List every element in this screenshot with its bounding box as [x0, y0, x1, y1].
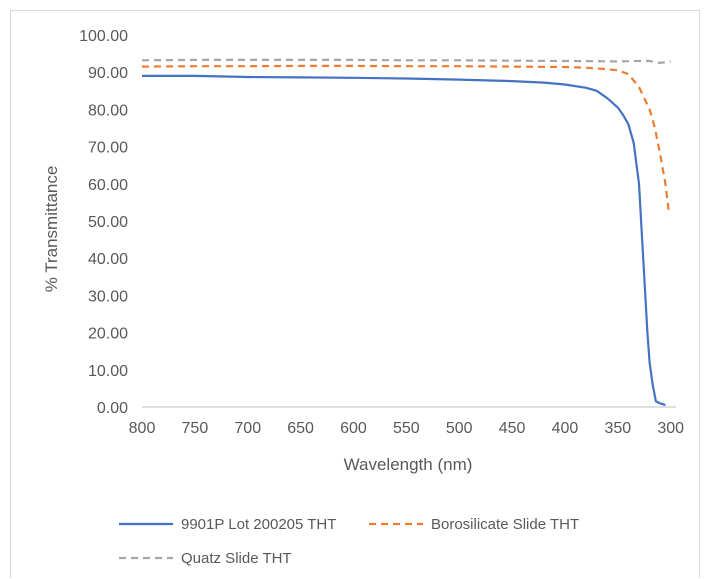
series-lines	[141, 58, 671, 407]
x-axis-title: Wavelength (nm)	[344, 455, 473, 474]
legend: 9901P Lot 200205 THT Borosilicate Slide T…	[119, 516, 579, 567]
x-tick-label: 650	[287, 420, 314, 437]
x-tick-label: 750	[182, 420, 209, 437]
legend-label: Quatz Slide THT	[181, 550, 292, 567]
x-tick-label: 500	[446, 420, 473, 437]
y-tick-label: 20.00	[88, 326, 128, 343]
y-tick-label: 30.00	[88, 288, 128, 305]
x-tick-label: 450	[499, 420, 526, 437]
legend-item: 9901P Lot 200205 THT	[119, 516, 336, 533]
y-axis-title: % Transmittance	[42, 166, 61, 293]
x-tick-label: 300	[657, 420, 684, 437]
x-tick-label: 400	[552, 420, 579, 437]
y-axis-ticks: 0.00 10.00 20.00 30.00 40.00 50.00 60.00 70.00 8…	[79, 28, 128, 417]
y-tick-label: 60.00	[88, 177, 128, 194]
y-tick-label: 0.00	[97, 400, 128, 417]
series-line-2	[141, 64, 670, 210]
y-tick-label: 10.00	[88, 363, 128, 380]
x-tick-label: 350	[604, 420, 631, 437]
y-tick-label: 80.00	[88, 102, 128, 119]
x-tick-label: 600	[340, 420, 367, 437]
legend-item: Quatz Slide THT	[119, 550, 292, 567]
transmittance-chart: 0.00 10.00 20.00 30.00 40.00 50.00 60.00 70.00 8…	[42, 28, 685, 567]
x-tick-label: 550	[393, 420, 420, 437]
y-tick-label: 90.00	[88, 65, 128, 82]
y-tick-label: 50.00	[88, 214, 128, 231]
x-tick-label: 800	[129, 420, 156, 437]
y-tick-label: 70.00	[88, 140, 128, 157]
x-axis-ticks: 800 750 700 650 600 550 500 450 400 350 300	[129, 420, 685, 437]
series-line-3	[141, 58, 671, 65]
legend-item: Borosilicate Slide THT	[369, 516, 579, 533]
chart-frame: 0.00 10.00 20.00 30.00 40.00 50.00 60.00 70.00 8…	[10, 10, 700, 578]
legend-label: Borosilicate Slide THT	[431, 516, 579, 533]
y-tick-label: 100.00	[79, 28, 128, 45]
y-tick-label: 40.00	[88, 251, 128, 268]
series-line-1	[142, 74, 666, 407]
legend-label: 9901P Lot 200205 THT	[181, 516, 336, 533]
x-tick-label: 700	[234, 420, 261, 437]
